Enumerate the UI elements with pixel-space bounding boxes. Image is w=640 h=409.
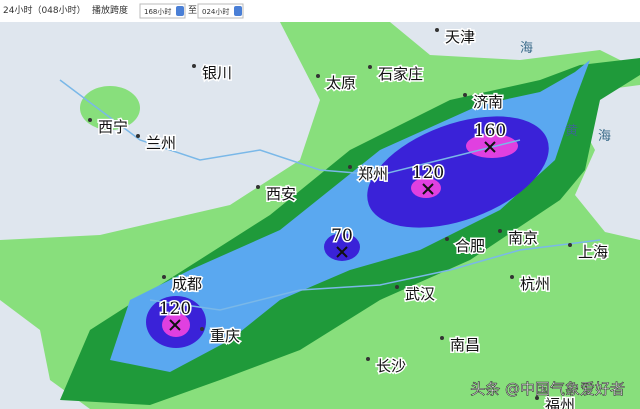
span-to-value: 024小时 [202, 7, 229, 16]
city-dot [568, 243, 572, 247]
select-arrow [176, 6, 184, 16]
city-dot [463, 93, 467, 97]
max-value: 120 [159, 299, 191, 319]
city-label: 上海 [578, 243, 608, 261]
max-marker [169, 319, 181, 331]
watermark: 头条 @中国气象爱好者 [470, 380, 625, 398]
city-label: 太原 [326, 74, 356, 92]
city-dot [435, 28, 439, 32]
period-label: 24小时（048小时） [3, 4, 86, 16]
max-marker [484, 141, 496, 153]
city-label: 福州 [545, 396, 575, 409]
city-dot [445, 237, 449, 241]
rain-light [80, 86, 140, 130]
city-dot [256, 185, 260, 189]
sea-label: 海 [598, 129, 611, 144]
city-dot [88, 118, 92, 122]
city-dot [200, 327, 204, 331]
city-label: 济南 [473, 93, 503, 111]
city-label: 成都 [172, 275, 202, 293]
city-dot [366, 357, 370, 361]
city-label: 天津 [445, 28, 475, 46]
city-label: 西安 [266, 185, 296, 203]
span-from-value: 168小时 [144, 7, 171, 16]
city-dot [136, 134, 140, 138]
max-value: 120 [412, 163, 444, 183]
city-dot [162, 275, 166, 279]
city-dot [348, 165, 352, 169]
city-label: 西宁 [98, 118, 128, 136]
city-label: 杭州 [520, 275, 550, 293]
city-label: 合肥 [455, 237, 485, 255]
sea-label: 黄 [565, 124, 578, 139]
city-label: 郑州 [358, 165, 388, 183]
city-label: 兰州 [146, 134, 176, 152]
city-label: 南京 [508, 229, 538, 247]
river [59, 79, 521, 176]
city-label: 长沙 [376, 357, 406, 375]
city-dot [316, 74, 320, 78]
city-label: 武汉 [405, 285, 435, 303]
sea-label: 海 [520, 41, 533, 56]
city-dot [510, 275, 514, 279]
city-dot [368, 65, 372, 69]
span-to-select[interactable] [197, 3, 244, 19]
max-marker [422, 183, 434, 195]
span-from-select[interactable] [139, 3, 186, 19]
city-dot [440, 336, 444, 340]
rain-storm [324, 233, 360, 261]
city-dot [192, 64, 196, 68]
city-dot [395, 285, 399, 289]
city-label: 银川 [202, 64, 232, 82]
select-arrow [234, 6, 242, 16]
city-dot [498, 229, 502, 233]
span-label: 播放跨度 [92, 4, 128, 16]
city-label: 重庆 [210, 327, 240, 345]
max-value: 70 [331, 226, 353, 246]
river [149, 239, 601, 311]
span-to-word: 至 [188, 5, 197, 16]
city-dot [535, 396, 539, 400]
city-label: 南昌 [450, 336, 480, 354]
max-value: 160 [474, 121, 506, 141]
city-label: 石家庄 [378, 65, 423, 83]
max-marker [336, 246, 348, 258]
